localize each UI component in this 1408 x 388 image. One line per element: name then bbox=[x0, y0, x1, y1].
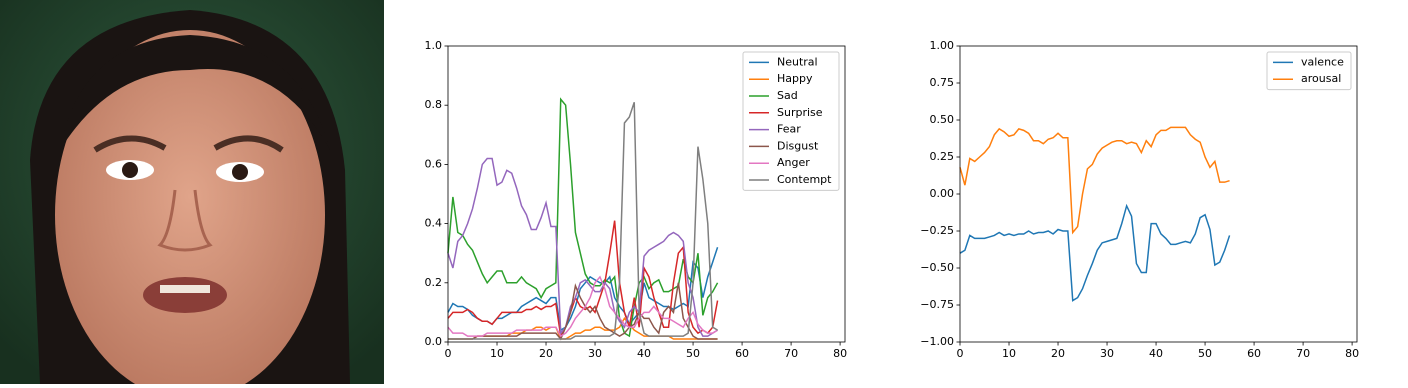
x-tick-label: 50 bbox=[686, 347, 700, 360]
legend-label: Contempt bbox=[777, 173, 832, 186]
x-tick-label: 80 bbox=[833, 347, 847, 360]
x-tick-label: 20 bbox=[1051, 347, 1065, 360]
y-tick-label: −0.50 bbox=[920, 261, 954, 274]
legend-label: Fear bbox=[777, 123, 801, 136]
x-tick-label: 70 bbox=[784, 347, 798, 360]
legend: Neutral Happy Sad Surprise Fear Disgust Anger C… bbox=[742, 51, 840, 191]
legend-box bbox=[1266, 51, 1352, 91]
y-tick-label: 0.2 bbox=[425, 276, 443, 289]
legend-box bbox=[742, 51, 840, 191]
y-tick-label: 0.75 bbox=[930, 76, 955, 89]
face-photo bbox=[0, 0, 384, 388]
x-tick-label: 70 bbox=[1296, 347, 1310, 360]
series-line bbox=[448, 102, 718, 340]
y-tick-label: 0.00 bbox=[930, 187, 955, 200]
y-tick-label: −0.25 bbox=[920, 224, 954, 237]
y-tick-label: 0.50 bbox=[930, 113, 955, 126]
legend-label: Sad bbox=[777, 89, 798, 102]
line-chart: 0 10 20 30 40 50 60 70 80 0.0 0.2 0.4 0.6 0.8 1.0 Neutr… bbox=[425, 39, 848, 360]
x-tick-label: 40 bbox=[1149, 347, 1163, 360]
legend-label: Surprise bbox=[777, 106, 823, 119]
x-tick-label: 20 bbox=[539, 347, 553, 360]
y-tick-label: 0.4 bbox=[425, 217, 443, 230]
x-tick-label: 30 bbox=[588, 347, 602, 360]
y-tick-label: −0.75 bbox=[920, 298, 954, 311]
x-tick-label: 0 bbox=[957, 347, 964, 360]
y-tick-label: 0.8 bbox=[425, 98, 443, 111]
legend-label: Neutral bbox=[777, 55, 818, 68]
x-tick-label: 40 bbox=[637, 347, 651, 360]
x-tick-label: 60 bbox=[735, 347, 749, 360]
axes-frame bbox=[959, 45, 1358, 343]
legend: valence arousal bbox=[1266, 51, 1352, 91]
legend-label: Anger bbox=[777, 156, 810, 169]
y-tick-label: 1.00 bbox=[930, 39, 955, 52]
x-tick-label: 10 bbox=[1002, 347, 1016, 360]
x-tick-label: 80 bbox=[1345, 347, 1359, 360]
legend-label: Disgust bbox=[777, 139, 819, 152]
y-tick-label: −1.00 bbox=[920, 335, 954, 348]
series-line bbox=[959, 126, 1230, 235]
series-line bbox=[447, 157, 718, 337]
x-tick-label: 10 bbox=[490, 347, 504, 360]
y-tick-label: 0.0 bbox=[425, 335, 443, 348]
x-tick-label: 0 bbox=[445, 347, 452, 360]
legend-label: Happy bbox=[777, 72, 813, 85]
y-tick-label: 1.0 bbox=[425, 39, 443, 52]
series-line bbox=[959, 203, 1231, 302]
legend-label: arousal bbox=[1301, 72, 1341, 85]
line-chart: 0 10 20 30 40 50 60 70 80 −1.00 −0.75 −0.50 −0.25 0.0… bbox=[920, 39, 1359, 360]
y-tick-label: 0.25 bbox=[930, 150, 955, 163]
x-tick-label: 60 bbox=[1247, 347, 1261, 360]
x-tick-label: 30 bbox=[1100, 347, 1114, 360]
x-tick-label: 50 bbox=[1198, 347, 1212, 360]
y-tick-label: 0.6 bbox=[425, 157, 443, 170]
axes-frame bbox=[447, 45, 846, 343]
series-line bbox=[448, 282, 718, 341]
series-line bbox=[447, 275, 718, 338]
legend-label: valence bbox=[1301, 55, 1344, 68]
series-line bbox=[447, 220, 719, 339]
